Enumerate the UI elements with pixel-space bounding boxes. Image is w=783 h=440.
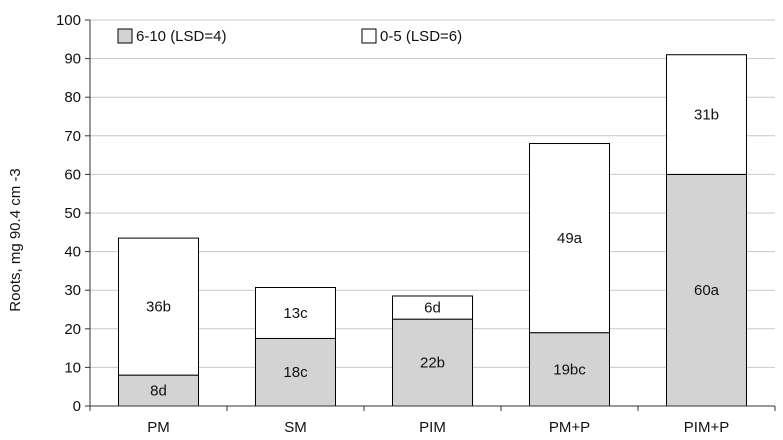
bar-data-label: 22b xyxy=(420,355,445,372)
bar-value-labels: 8d 36b 18c 13c 22b 6d 19bc 49a 60a 31b xyxy=(146,107,720,400)
x-tick-label: SM xyxy=(284,419,307,436)
bars xyxy=(118,54,747,407)
bar-segment-depth-6-10 xyxy=(392,318,473,407)
y-tick-label: 50 xyxy=(64,205,81,222)
y-tick-labels: 0 10 20 30 40 50 60 70 80 90 100 xyxy=(56,12,81,415)
bar-data-label: 36b xyxy=(146,299,171,316)
bar-segment-depth-0-5 xyxy=(392,295,473,320)
legend: 6-10 (LSD=4) 0-5 (LSD=6) xyxy=(117,28,462,45)
gridlines xyxy=(90,19,775,368)
y-tick-label: 70 xyxy=(64,128,81,145)
bar-segment-depth-0-5 xyxy=(666,54,747,175)
legend-label: 6-10 (LSD=4) xyxy=(136,28,226,45)
bar-data-label: 6d xyxy=(424,300,441,317)
legend-swatch xyxy=(117,28,133,44)
bar-segment-depth-0-5 xyxy=(529,143,610,334)
y-axis-label: Roots, mg 90.4 cm -3 xyxy=(7,168,24,311)
x-tick-label: PM xyxy=(147,419,170,436)
bar-segment-depth-0-5 xyxy=(255,286,336,339)
bar-segment-depth-0-5 xyxy=(118,237,199,376)
x-tick-label: PIM xyxy=(419,419,446,436)
y-tick-label: 0 xyxy=(73,398,81,415)
x-tick-labels: PM SM PIM PM+P PIM+P xyxy=(147,419,729,436)
x-tick-label: PIM+P xyxy=(684,419,729,436)
x-tick-label: PM+P xyxy=(549,419,590,436)
y-tick-label: 40 xyxy=(64,244,81,261)
y-tick-label: 60 xyxy=(64,166,81,183)
y-tick-label: 90 xyxy=(64,51,81,68)
y-tick-label: 20 xyxy=(64,321,81,338)
axes xyxy=(85,19,776,411)
bar-data-label: 8d xyxy=(150,383,167,400)
bar-data-label: 18c xyxy=(283,364,308,381)
bar-data-label: 19bc xyxy=(553,361,586,378)
bar-data-label: 13c xyxy=(283,305,308,322)
bar-data-label: 60a xyxy=(694,282,720,299)
legend-swatch xyxy=(361,28,377,44)
y-tick-label: 10 xyxy=(64,359,81,376)
bar-data-label: 49a xyxy=(557,230,583,247)
y-tick-label: 80 xyxy=(64,89,81,106)
y-tick-label: 30 xyxy=(64,282,81,299)
bar-data-label: 31b xyxy=(694,107,719,124)
y-tick-label: 100 xyxy=(56,12,81,29)
bar-segment-depth-6-10 xyxy=(666,173,747,407)
legend-label: 0-5 (LSD=6) xyxy=(380,28,462,45)
